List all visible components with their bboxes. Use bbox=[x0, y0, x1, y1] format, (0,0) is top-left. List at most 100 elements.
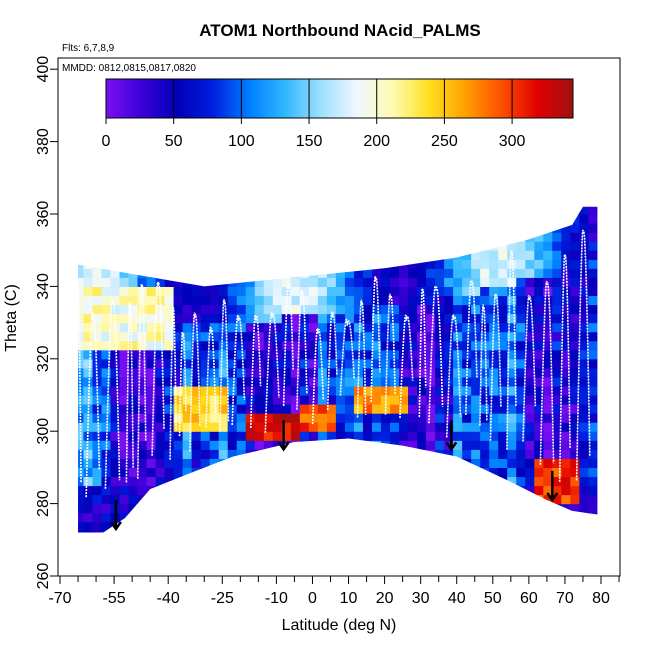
heatmap-cell bbox=[191, 503, 202, 514]
heatmap-cell bbox=[227, 241, 238, 251]
heatmap-cell bbox=[290, 422, 301, 432]
heatmap-cell bbox=[137, 476, 148, 487]
heatmap-cell bbox=[110, 268, 121, 278]
heatmap-cell bbox=[78, 286, 85, 297]
heatmap-cell bbox=[588, 440, 598, 450]
heatmap-cell bbox=[335, 349, 346, 360]
heatmap-cell bbox=[137, 530, 148, 533]
heatmap-cell bbox=[200, 413, 211, 423]
heatmap-cell bbox=[281, 259, 292, 269]
heatmap-cell bbox=[480, 241, 490, 251]
heatmap-cell bbox=[588, 449, 598, 459]
heatmap-cell bbox=[390, 223, 400, 233]
heatmap-cell bbox=[317, 476, 328, 487]
heatmap-cell bbox=[534, 286, 544, 297]
heatmap-cell bbox=[353, 358, 364, 369]
heatmap-cell bbox=[471, 304, 481, 315]
heatmap-cell bbox=[92, 187, 102, 197]
heatmap-cell bbox=[480, 313, 490, 324]
heatmap-cell bbox=[191, 304, 202, 315]
heatmap-cell bbox=[597, 512, 598, 523]
heatmap-cell bbox=[182, 503, 193, 514]
heatmap-cell bbox=[227, 385, 238, 396]
heatmap-cell bbox=[290, 223, 301, 233]
heatmap-cell bbox=[525, 458, 535, 468]
heatmap-cell bbox=[281, 521, 292, 532]
heatmap-cell bbox=[453, 440, 463, 450]
heatmap-cell bbox=[543, 395, 553, 405]
heatmap-cell bbox=[516, 476, 526, 487]
heatmap-cell bbox=[417, 304, 427, 315]
heatmap-cell bbox=[137, 494, 148, 505]
heatmap-cell bbox=[191, 367, 202, 378]
heatmap-cell bbox=[254, 313, 265, 324]
heatmap-cell bbox=[254, 395, 265, 405]
heatmap-cell bbox=[182, 250, 193, 260]
heatmap-cell bbox=[335, 322, 346, 333]
heatmap-cell bbox=[281, 395, 292, 405]
heatmap-cell bbox=[101, 494, 112, 505]
heatmap-cell bbox=[300, 196, 310, 206]
heatmap-cell bbox=[173, 358, 184, 369]
heatmap-cell bbox=[579, 322, 589, 333]
heatmap-cell bbox=[299, 286, 310, 297]
heatmap-cell bbox=[236, 376, 247, 387]
colorbar-tick-label: 200 bbox=[363, 133, 390, 150]
heatmap-cell bbox=[254, 241, 265, 251]
heatmap-cell bbox=[218, 385, 229, 396]
heatmap-cell bbox=[362, 431, 373, 441]
heatmap-cell bbox=[344, 277, 355, 287]
heatmap-cell bbox=[462, 232, 472, 242]
heatmap-cell bbox=[272, 485, 283, 496]
heatmap-cell bbox=[326, 413, 337, 423]
heatmap-cell bbox=[570, 431, 580, 441]
heatmap-cell bbox=[326, 259, 337, 269]
heatmap-cell bbox=[273, 196, 283, 206]
heatmap-cell bbox=[344, 449, 355, 459]
heatmap-cell bbox=[489, 322, 499, 333]
heatmap-cell bbox=[408, 521, 418, 532]
heatmap-cell bbox=[78, 259, 85, 269]
heatmap-cell bbox=[318, 196, 328, 206]
heatmap-cell bbox=[408, 476, 418, 487]
heatmap-cell bbox=[155, 331, 166, 342]
heatmap-cell bbox=[200, 367, 211, 378]
heatmap-cell bbox=[336, 196, 346, 206]
heatmap-cell bbox=[489, 206, 499, 215]
heatmap-cell bbox=[191, 295, 202, 306]
heatmap-cell bbox=[480, 422, 490, 432]
heatmap-cell bbox=[200, 331, 211, 342]
heatmap-cell bbox=[525, 422, 535, 432]
heatmap-cell bbox=[182, 458, 193, 468]
heatmap-cell bbox=[155, 322, 166, 333]
heatmap-cell bbox=[588, 376, 598, 387]
heatmap-cell bbox=[299, 485, 310, 496]
heatmap-cell bbox=[435, 349, 445, 360]
heatmap-cell bbox=[588, 503, 598, 514]
heatmap-cell bbox=[335, 422, 346, 432]
heatmap-cell bbox=[78, 404, 85, 414]
heatmap-cell bbox=[227, 367, 238, 378]
heatmap-cell bbox=[245, 331, 256, 342]
heatmap-cell bbox=[281, 232, 292, 242]
heatmap-cell bbox=[498, 331, 508, 342]
heatmap-cell bbox=[326, 286, 337, 297]
heatmap-cell bbox=[119, 277, 130, 287]
heatmap-cell bbox=[182, 431, 193, 441]
heatmap-cell bbox=[498, 494, 508, 505]
heatmap-cell bbox=[299, 367, 310, 378]
heatmap-cell bbox=[561, 485, 571, 496]
heatmap-cell bbox=[237, 187, 247, 197]
heatmap-cell bbox=[516, 286, 526, 297]
heatmap-cell bbox=[245, 385, 256, 396]
heatmap-cell bbox=[101, 521, 112, 532]
heatmap-cell bbox=[110, 395, 121, 405]
heatmap-cell bbox=[543, 259, 553, 269]
heatmap-cell bbox=[281, 413, 292, 423]
heatmap-cell bbox=[344, 376, 355, 387]
heatmap-cell bbox=[137, 367, 148, 378]
heatmap-cell bbox=[254, 206, 265, 215]
heatmap-cell bbox=[326, 349, 337, 360]
heatmap-cell bbox=[543, 196, 553, 206]
heatmap-cell bbox=[245, 250, 256, 260]
